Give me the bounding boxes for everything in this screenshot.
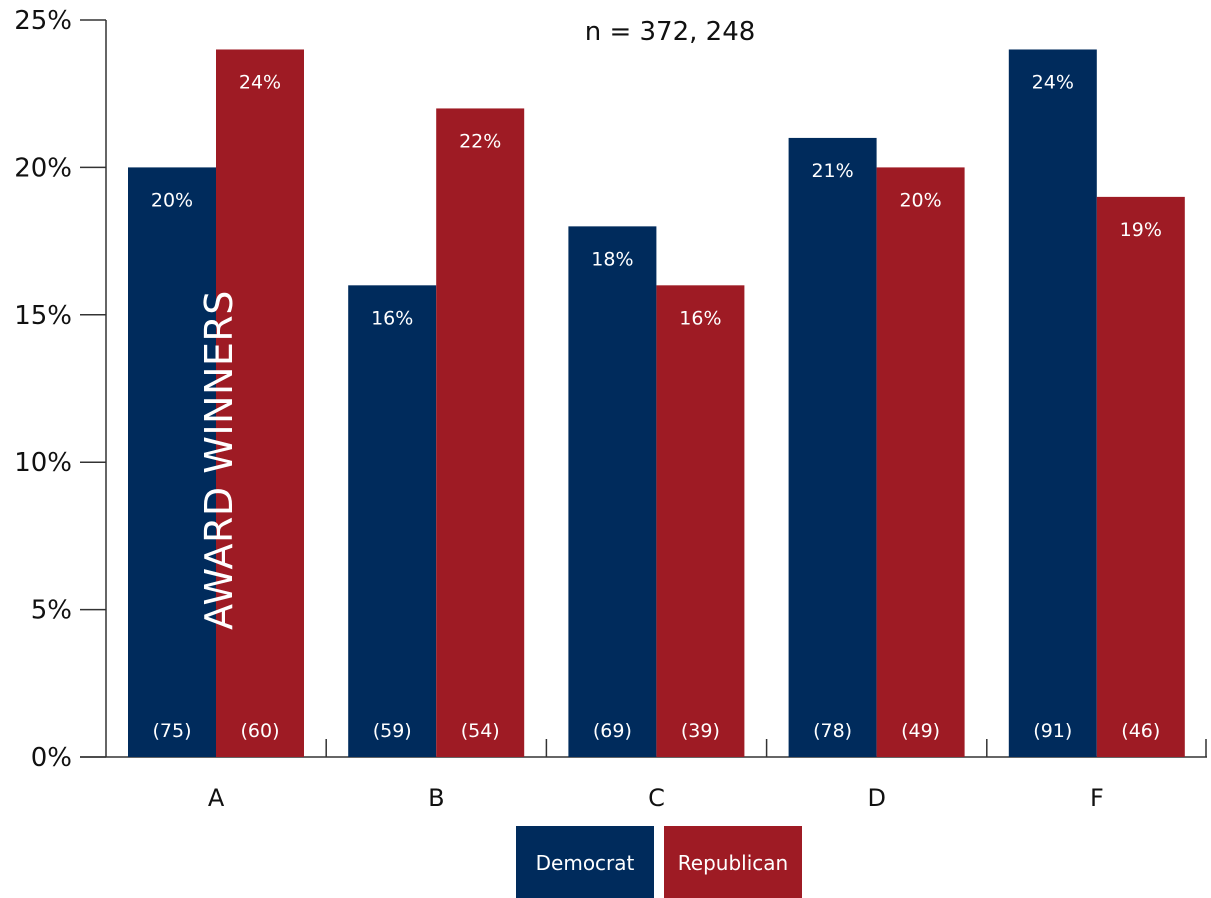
bar-republican-a xyxy=(216,49,304,758)
bar-count-label: (54) xyxy=(461,720,500,742)
x-category-label: C xyxy=(648,784,665,812)
side-title: AWARD WINNERS xyxy=(197,290,241,630)
bar-value-label: 21% xyxy=(811,160,853,182)
bar-republican-c xyxy=(656,285,745,757)
y-tick-label: 25% xyxy=(14,6,72,36)
legend-swatch-democrat xyxy=(516,826,654,898)
legend-label-democrat: Democrat xyxy=(536,851,635,875)
bar-count-label: (75) xyxy=(152,720,191,742)
bar-count-label: (69) xyxy=(593,720,632,742)
bar-value-label: 22% xyxy=(459,130,501,152)
bar-count-label: (60) xyxy=(240,720,279,742)
y-tick-label: 5% xyxy=(31,596,72,626)
bar-republican-f xyxy=(1096,196,1185,757)
bars xyxy=(128,49,1185,758)
bar-democrat-d xyxy=(788,137,877,758)
x-category-label: D xyxy=(867,784,885,812)
bar-value-label: 19% xyxy=(1120,219,1162,241)
bar-value-label: 20% xyxy=(151,189,193,211)
x-category-label: F xyxy=(1090,784,1104,812)
x-category-label: A xyxy=(208,784,225,812)
bar-count-label: (91) xyxy=(1033,720,1072,742)
labels: 20% (75) 24% (60) A 16% (59) 22% (54) B 18% (69) 16%… xyxy=(151,71,1162,812)
y-tick-label: 20% xyxy=(14,153,72,183)
bar-count-label: (39) xyxy=(681,720,720,742)
bar-count-label: (46) xyxy=(1121,720,1160,742)
legend-swatch-republican xyxy=(664,826,802,898)
bar-value-label: 16% xyxy=(679,307,721,329)
bar-value-label: 18% xyxy=(591,248,633,270)
bar-democrat-f xyxy=(1008,49,1097,758)
bar-democrat-b xyxy=(348,285,437,757)
y-tick-label: 0% xyxy=(31,743,72,773)
bar-value-label: 24% xyxy=(1032,71,1074,93)
legend-label-republican: Republican xyxy=(678,851,788,875)
y-tick-label: 10% xyxy=(14,448,72,478)
bar-republican-b xyxy=(436,108,525,757)
bar-value-label: 16% xyxy=(371,307,413,329)
bar-democrat-c xyxy=(568,226,657,758)
bar-value-label: 20% xyxy=(899,189,941,211)
bar-democrat-a xyxy=(128,167,216,757)
bar-value-label: 24% xyxy=(239,71,281,93)
axes: 0% 5% 10% 15% 20% 25% xyxy=(14,6,1207,773)
x-category-label: B xyxy=(428,784,444,812)
y-tick-label: 15% xyxy=(14,301,72,331)
chart-subtitle: n = 372, 248 xyxy=(585,17,756,47)
legend: Democrat Republican xyxy=(516,826,802,898)
bar-republican-d xyxy=(876,167,965,757)
bar-count-label: (49) xyxy=(901,720,940,742)
bar-count-label: (59) xyxy=(373,720,412,742)
bar-count-label: (78) xyxy=(813,720,852,742)
